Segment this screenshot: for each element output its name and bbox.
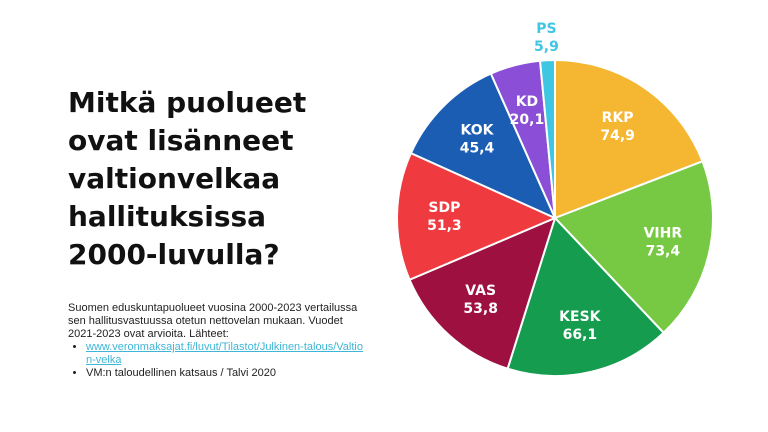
- slice-category-label: PS: [536, 21, 556, 37]
- slice-category-label: KESK: [559, 309, 601, 325]
- source-item: www.veronmaksajat.fi/luvut/Tilastot/Julk…: [86, 341, 368, 367]
- sources: www.veronmaksajat.fi/luvut/Tilastot/Julk…: [68, 341, 368, 380]
- title-line: valtionvelkaa: [68, 162, 281, 195]
- title-line: ovat lisänneet: [68, 124, 294, 157]
- pie-slice: [396, 151, 558, 282]
- slice-value-label: 45,4: [460, 141, 495, 157]
- slice-category-label: KOK: [461, 123, 495, 139]
- slice-category-label: SDP: [428, 200, 460, 216]
- slice-value-label: 73,4: [646, 243, 681, 259]
- title-line: hallituksissa: [68, 200, 267, 233]
- title-line: Mitkä puolueet: [68, 86, 307, 119]
- slice-value-label: 66,1: [563, 327, 598, 343]
- title: Mitkä puolueet ovat lisänneet valtionvelka…: [68, 84, 306, 274]
- slice-category-label: RKP: [602, 110, 634, 126]
- pie-slice: [409, 72, 557, 220]
- title-line: 2000-luvulla?: [68, 238, 280, 271]
- slice-category-label: VIHR: [644, 225, 683, 241]
- source-link[interactable]: www.veronmaksajat.fi/luvut/Tilastot/Julk…: [86, 341, 363, 366]
- slice-value-label: 5,9: [534, 39, 559, 55]
- description-block: Suomen eduskuntapuolueet vuosina 2000-20…: [68, 302, 368, 380]
- pie-slice: [553, 160, 714, 335]
- slice-value-label: 74,9: [600, 128, 635, 144]
- slice-value-label: 51,3: [427, 218, 462, 234]
- pie-slice: [506, 216, 666, 377]
- pie-slice: [538, 58, 556, 219]
- pie-slice: [554, 58, 704, 220]
- description: Suomen eduskuntapuolueet vuosina 2000-20…: [68, 302, 358, 340]
- slice-value-label: 20,1: [510, 112, 545, 128]
- slice-category-label: VAS: [465, 283, 496, 299]
- slice-category-label: KD: [516, 94, 538, 110]
- pie-slice: [408, 216, 557, 370]
- source-item: VM:n taloudellinen katsaus / Talvi 2020: [86, 367, 368, 380]
- slice-value-label: 53,8: [463, 301, 498, 317]
